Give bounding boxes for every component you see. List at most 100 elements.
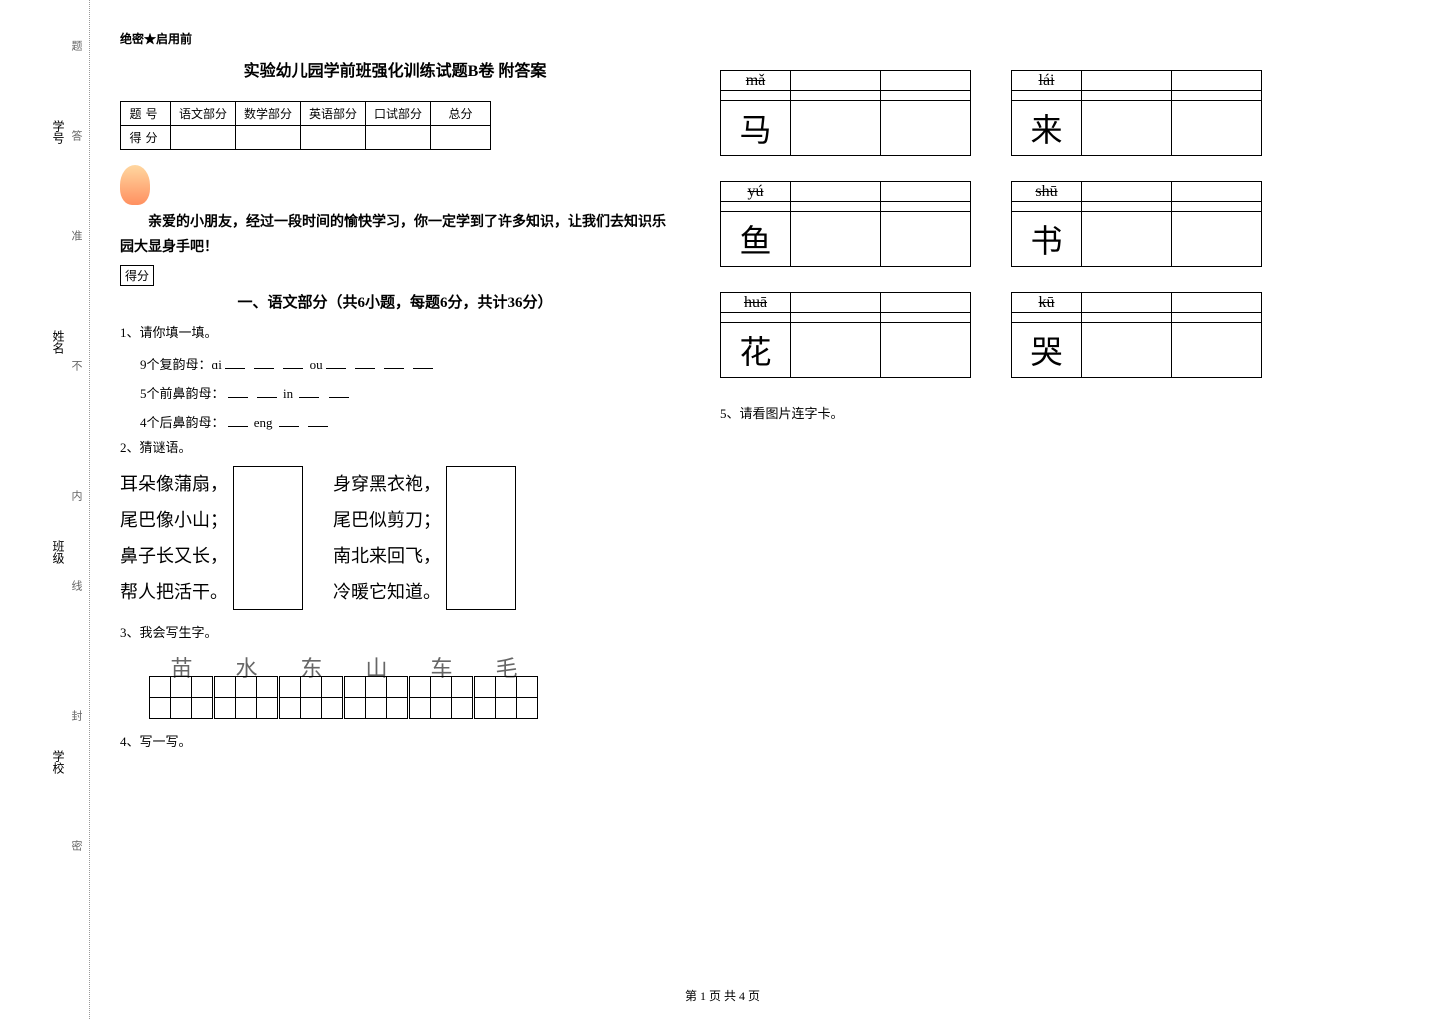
pinyin-cards-area: mǎ马lái来yú鱼shū书huā花kū哭 <box>720 70 1370 378</box>
blank-cell <box>1082 91 1172 101</box>
spine-char: 题 <box>68 40 84 51</box>
blank-cell <box>1082 71 1172 91</box>
riddle-line: 南北来回飞， <box>333 538 441 574</box>
riddle-2: 身穿黑衣袍， 尾巴似剪刀； 南北来回飞， 冷暖它知道。 <box>333 466 546 610</box>
pinyin-cell: huā <box>721 293 791 313</box>
riddle-text: 耳朵像蒲扇， 尾巴像小山； 鼻子长又长， 帮人把活干。 <box>120 466 233 610</box>
question-4: 4、写一写。 <box>120 731 670 750</box>
pinyin-cell: mǎ <box>721 71 791 91</box>
char-cell <box>279 697 301 719</box>
char-cell <box>430 697 452 719</box>
blank-cell <box>721 91 791 101</box>
question-3: 3、我会写生字。 <box>120 622 670 641</box>
q1-line3: 4个后鼻韵母： eng <box>140 409 670 438</box>
char-cell <box>516 676 538 698</box>
riddle-row: 耳朵像蒲扇， 尾巴像小山； 鼻子长又长， 帮人把活干。 身穿黑衣袍， 尾巴似剪刀… <box>120 466 670 610</box>
blank-cell <box>791 313 881 323</box>
th-chinese: 语文部分 <box>171 102 236 126</box>
q1-text: in <box>283 386 293 401</box>
pinyin-card: yú鱼 <box>720 181 971 267</box>
q1-text: eng <box>254 415 273 430</box>
secret-label: 绝密★启用前 <box>120 30 670 47</box>
td-score-label: 得分 <box>121 126 171 150</box>
char-cell <box>495 697 517 719</box>
blank-cell <box>1012 202 1082 212</box>
pinyin-card-row: huā花kū哭 <box>720 292 1370 378</box>
blank-cell <box>881 323 971 378</box>
blank-cell <box>1082 323 1172 378</box>
char-cell <box>430 676 452 698</box>
riddle-text: 身穿黑衣袍， 尾巴似剪刀； 南北来回飞， 冷暖它知道。 <box>333 466 446 610</box>
pinyin-cell: yú <box>721 182 791 202</box>
blank-cell <box>881 182 971 202</box>
char-cell <box>214 676 236 698</box>
blank-cell <box>881 71 971 91</box>
blank-cell <box>881 212 971 267</box>
blank-cell <box>791 91 881 101</box>
char-cell <box>279 676 301 698</box>
blank-cell <box>791 323 881 378</box>
q1-text: 4个后鼻韵母： <box>140 415 225 430</box>
q1-text: 5个前鼻韵母： <box>140 386 225 401</box>
char-cell <box>149 676 171 698</box>
pinyin-card: huā花 <box>720 292 971 378</box>
th-english: 英语部分 <box>301 102 366 126</box>
char-cell <box>321 697 343 719</box>
char-cell <box>474 697 496 719</box>
char-cell <box>300 697 322 719</box>
char-write-group: 山 <box>345 651 408 719</box>
blank-cell <box>881 293 971 313</box>
char-header: 车 <box>410 651 473 677</box>
binding-spine: 学号 姓名 班级 学校 题 答 准 不 内 线 封 密 <box>0 0 90 1019</box>
blank-cell <box>791 202 881 212</box>
char-write-group: 东 <box>280 651 343 719</box>
question-1: 1、请你填一填。 <box>120 322 670 341</box>
char-cell <box>170 697 192 719</box>
blank-cell <box>881 101 971 156</box>
spine-char: 封 <box>68 710 84 721</box>
table-row: 得分 <box>121 126 491 150</box>
char-cell <box>365 676 387 698</box>
td-blank <box>236 126 301 150</box>
char-cell <box>170 676 192 698</box>
blank-cell <box>1172 313 1262 323</box>
spine-label-id: 学号 <box>50 120 67 144</box>
q1-line2: 5个前鼻韵母： in <box>140 380 670 409</box>
spine-label-school: 学校 <box>50 750 67 774</box>
right-column: mǎ马lái来yú鱼shū书huā花kū哭 5、请看图片连字卡。 <box>690 0 1390 1019</box>
blank-cell <box>1172 101 1262 156</box>
blank-cell <box>791 71 881 91</box>
blank-cell <box>1172 182 1262 202</box>
blank-cell <box>881 313 971 323</box>
char-cell <box>256 676 278 698</box>
riddle-line: 鼻子长又长， <box>120 538 228 574</box>
char-cell <box>321 676 343 698</box>
char-cell <box>386 697 408 719</box>
blank-cell <box>1082 313 1172 323</box>
pinyin-cell: lái <box>1012 71 1082 91</box>
blank-cell <box>1082 212 1172 267</box>
char-cell <box>451 697 473 719</box>
page-footer: 第 1 页 共 4 页 <box>0 987 1445 1004</box>
spine-char: 答 <box>68 130 84 141</box>
char-cell <box>149 697 171 719</box>
char-cell <box>451 676 473 698</box>
char-header: 山 <box>345 651 408 677</box>
spine-char: 线 <box>68 580 84 591</box>
page-container: 学号 姓名 班级 学校 题 答 准 不 内 线 封 密 绝密★启用前 实验幼儿园… <box>0 0 1445 1019</box>
blank-cell <box>1082 182 1172 202</box>
td-blank <box>431 126 491 150</box>
blank-cell <box>1172 202 1262 212</box>
char-write-row: 苗水东山车毛 <box>150 651 670 719</box>
pinyin-card-row: mǎ马lái来 <box>720 70 1370 156</box>
char-write-group: 毛 <box>475 651 538 719</box>
riddle-1: 耳朵像蒲扇， 尾巴像小山； 鼻子长又长， 帮人把活干。 <box>120 466 333 610</box>
char-write-group: 水 <box>215 651 278 719</box>
riddle-line: 身穿黑衣袍， <box>333 466 441 502</box>
char-cell <box>256 697 278 719</box>
mascot-icon <box>120 165 150 205</box>
char-write-group: 苗 <box>150 651 213 719</box>
blank-cell <box>791 293 881 313</box>
score-table: 题号 语文部分 数学部分 英语部分 口试部分 总分 得分 <box>120 101 491 150</box>
riddle-line: 尾巴似剪刀； <box>333 502 441 538</box>
